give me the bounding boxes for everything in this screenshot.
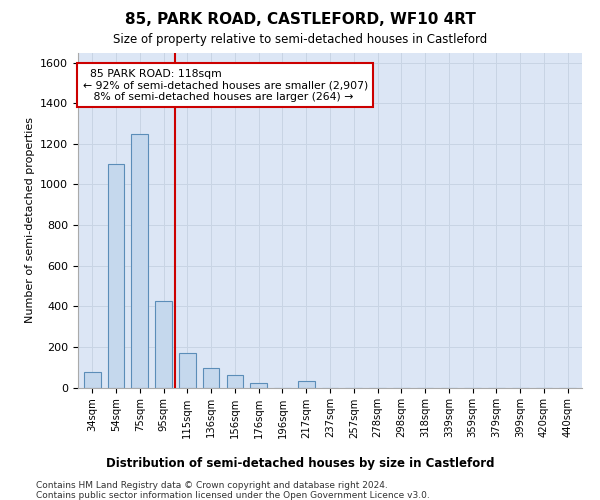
Text: Contains public sector information licensed under the Open Government Licence v3: Contains public sector information licen… (36, 491, 430, 500)
Bar (250, 384, 267, 388)
Bar (298, 382, 314, 388)
Text: 85 PARK ROAD: 118sqm
← 92% of semi-detached houses are smaller (2,907)
   8% of : 85 PARK ROAD: 118sqm ← 92% of semi-detac… (83, 68, 368, 102)
Text: Distribution of semi-detached houses by size in Castleford: Distribution of semi-detached houses by … (106, 458, 494, 470)
Bar (179, 353, 196, 388)
Bar (131, 134, 148, 388)
Bar (84, 372, 101, 388)
Bar (203, 368, 220, 388)
Bar (108, 164, 124, 388)
Text: 85, PARK ROAD, CASTLEFORD, WF10 4RT: 85, PARK ROAD, CASTLEFORD, WF10 4RT (125, 12, 475, 28)
Text: Size of property relative to semi-detached houses in Castleford: Size of property relative to semi-detach… (113, 32, 487, 46)
Bar (155, 301, 172, 388)
Bar (227, 376, 243, 388)
Text: Contains HM Land Registry data © Crown copyright and database right 2024.: Contains HM Land Registry data © Crown c… (36, 481, 388, 490)
Y-axis label: Number of semi-detached properties: Number of semi-detached properties (25, 117, 35, 323)
